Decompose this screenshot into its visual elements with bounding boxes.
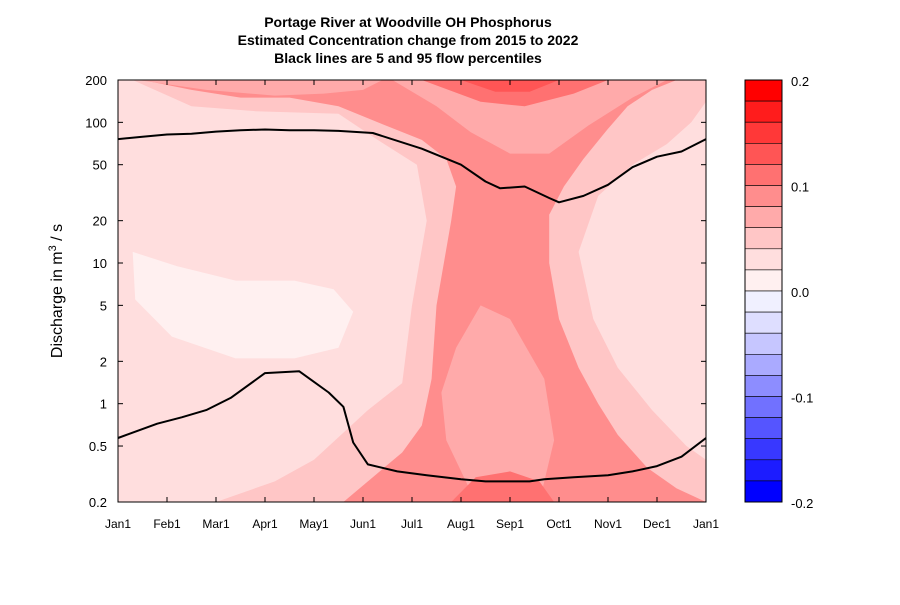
x-tick-label-12: Jan1	[693, 517, 719, 531]
x-tick-label-10: Nov1	[594, 517, 622, 531]
plot-axes: 200 100 50 20 10 5 2 1 0.5 0.2 Jan1 Feb1 Mar1 Apr1 May…	[85, 73, 719, 531]
y-axis-label-suffix: / s	[49, 224, 66, 245]
contour-region-7	[392, 80, 667, 154]
chart-title-line-3: Black lines are 5 and 95 flow percentile…	[274, 50, 542, 66]
colorbar: 0.2 0.1 0.0 -0.1 -0.2	[744, 74, 813, 511]
colorbar-swatch-1	[744, 100, 783, 123]
y-axis-label-sup: 3	[47, 245, 59, 251]
contour-regions	[118, 80, 706, 502]
y-tick-label-1: 100	[85, 115, 107, 130]
contour-region-4	[578, 101, 706, 460]
y-tick-label-6: 2	[100, 354, 107, 369]
contour-region-11	[461, 80, 559, 92]
y-tick-label-4: 10	[93, 256, 107, 271]
colorbar-swatch-4	[744, 164, 783, 186]
x-tick-label-7: Aug1	[447, 517, 475, 531]
x-tick-label-9: Oct1	[546, 517, 572, 531]
y-tick-label-0: 200	[85, 73, 107, 88]
contour-region-10	[451, 471, 555, 502]
contour-region-6	[137, 80, 383, 96]
colorbar-swatch-2	[744, 121, 783, 144]
y-tick-label-9: 0.2	[89, 495, 107, 510]
x-tick-label-6: Jul1	[401, 517, 423, 531]
percentile-line-1	[118, 370, 706, 483]
y-tick-label-3: 20	[93, 214, 107, 229]
colorbar-tick-label-2: 0.0	[791, 285, 809, 300]
x-tick-label-8: Sep1	[496, 517, 524, 531]
colorbar-tick-label-0: 0.2	[791, 74, 809, 89]
colorbar-swatch-19	[744, 480, 783, 503]
y-tick-label-5: 5	[100, 298, 107, 313]
colorbar-swatch-3	[744, 143, 783, 165]
colorbar-swatch-9	[744, 269, 783, 292]
y-tick-label-7: 1	[100, 397, 107, 412]
colorbar-tick-label-3: -0.1	[791, 391, 813, 406]
x-tick-label-1: Feb1	[153, 517, 181, 531]
y-tick-label-8: 0.5	[89, 439, 107, 454]
colorbar-swatch-6	[744, 206, 783, 229]
colorbar-swatch-14	[744, 375, 783, 397]
colorbar-swatch-12	[744, 332, 783, 355]
colorbar-swatch-7	[744, 227, 783, 250]
colorbar-swatch-10	[744, 290, 783, 313]
colorbar-swatch-15	[744, 396, 783, 418]
colorbar-tick-label-1: 0.1	[791, 180, 809, 195]
chart-title-line-1: Portage River at Woodville OH Phosphorus	[264, 14, 552, 30]
y-axis-label: Discharge in m3 / s	[47, 224, 66, 358]
colorbar-frame	[744, 79, 783, 503]
colorbar-swatch-11	[744, 311, 783, 334]
contour-region-8	[441, 305, 555, 502]
x-tick-label-0: Jan1	[105, 517, 131, 531]
colorbar-swatch-18	[744, 459, 783, 482]
x-tick-label-11: Dec1	[643, 517, 671, 531]
colorbar-swatch-16	[744, 417, 783, 440]
x-tick-label-4: May1	[299, 517, 329, 531]
x-tick-label-2: Mar1	[202, 517, 230, 531]
colorbar-swatch-5	[744, 185, 783, 207]
y-tick-label-2: 50	[93, 158, 107, 173]
colorbar-tick-label-4: -0.2	[791, 496, 813, 511]
colorbar-swatch-0	[744, 79, 783, 102]
contour-region-9	[421, 80, 608, 107]
chart-title-line-2: Estimated Concentration change from 2015…	[238, 32, 579, 48]
y-axis-label-prefix: Discharge in m	[49, 251, 66, 358]
colorbar-swatch-8	[744, 248, 783, 271]
x-tick-label-5: Jun1	[350, 517, 376, 531]
colorbar-swatch-17	[744, 438, 783, 461]
contour-region-5	[132, 251, 354, 359]
x-tick-label-3: Apr1	[252, 517, 278, 531]
percentile-line-0	[118, 128, 706, 204]
colorbar-swatch-13	[744, 353, 783, 376]
percentile-lines	[118, 128, 706, 483]
